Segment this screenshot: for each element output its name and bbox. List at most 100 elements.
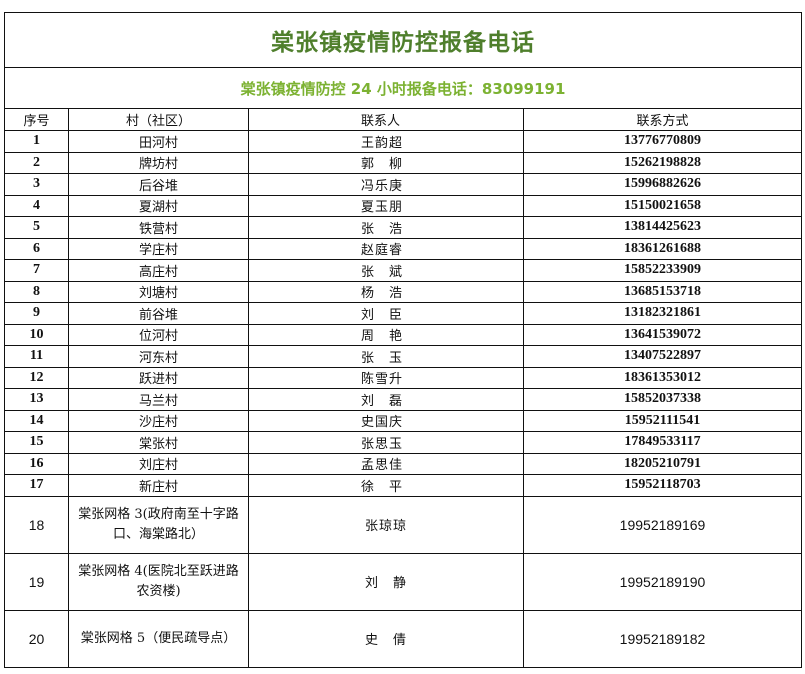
phone-number: 15150021658 [523, 194, 802, 217]
page-title: 棠张镇疫情防控报备电话 [4, 12, 802, 68]
hotline-subtitle: 棠张镇疫情防控 24 小时报备电话：83099191 [4, 67, 802, 109]
contact-name: 刘 静 [248, 552, 524, 611]
contact-name: 郭 柳 [248, 151, 524, 174]
phone-number: 19952189190 [523, 552, 802, 611]
village-name: 刘庄村 [68, 452, 249, 475]
table-row: 20 棠张网格 5（便民疏导点）史 倩 19952189182 [4, 609, 802, 668]
village-name: 夏湖村 [68, 194, 249, 217]
row-number: 14 [4, 409, 69, 432]
contact-name: 刘 磊 [248, 388, 524, 411]
header-phone: 联系方式 [523, 108, 802, 131]
table-row: 9 前谷堆刘 臣 13182321861 [4, 302, 802, 325]
phone-number: 13685153718 [523, 280, 802, 303]
row-number: 15 [4, 431, 69, 454]
table-row: 12 跃进村 陈雪升 18361353012 [4, 366, 802, 389]
table-row: 16 刘庄村 孟思佳 18205210791 [4, 452, 802, 475]
table-row: 8 刘塘村杨 浩 13685153718 [4, 280, 802, 303]
contact-name: 史 倩 [248, 609, 524, 668]
contact-name: 杨 浩 [248, 280, 524, 303]
village-name: 棠张网格 4(医院北至跃进路农资楼) [68, 552, 249, 611]
row-number: 7 [4, 259, 69, 282]
contact-table: 棠张镇疫情防控报备电话 棠张镇疫情防控 24 小时报备电话：83099191 序… [4, 12, 802, 668]
table-row: 6 学庄村 赵庭睿 18361261688 [4, 237, 802, 260]
table-row: 17 新庄村徐 平 15952118703 [4, 474, 802, 497]
village-name: 学庄村 [68, 237, 249, 260]
table-row: 10 位河村周 艳 13641539072 [4, 323, 802, 346]
phone-number: 15262198828 [523, 151, 802, 174]
table-row: 13 马兰村刘 磊 15852037338 [4, 388, 802, 411]
phone-number: 18361353012 [523, 366, 802, 389]
table-row: 18 棠张网格 3(政府南至十字路口、海棠路北） 张琼琼 19952189169 [4, 495, 802, 554]
phone-number: 13814425623 [523, 216, 802, 239]
phone-number: 13776770809 [523, 130, 802, 153]
contact-name: 张琼琼 [248, 495, 524, 554]
contact-name: 史国庆 [248, 409, 524, 432]
contact-name: 张 斌 [248, 259, 524, 282]
contact-name: 张思玉 [248, 431, 524, 454]
contact-name: 徐 平 [248, 474, 524, 497]
village-name: 新庄村 [68, 474, 249, 497]
table-row: 19 棠张网格 4(医院北至跃进路农资楼) 刘 静 19952189190 [4, 552, 802, 611]
phone-number: 15996882626 [523, 173, 802, 196]
table-row: 5 铁营村张 浩 13814425623 [4, 216, 802, 239]
row-number: 1 [4, 130, 69, 153]
phone-number: 13641539072 [523, 323, 802, 346]
village-name: 刘塘村 [68, 280, 249, 303]
contact-name: 王韵超 [248, 130, 524, 153]
village-name: 马兰村 [68, 388, 249, 411]
village-name: 沙庄村 [68, 409, 249, 432]
table-row: 11 河东村张 玉 13407522897 [4, 345, 802, 368]
row-number: 5 [4, 216, 69, 239]
header-no: 序号 [4, 108, 69, 131]
header-contact: 联系人 [248, 108, 524, 131]
row-number: 12 [4, 366, 69, 389]
village-name: 田河村 [68, 130, 249, 153]
village-name: 牌坊村 [68, 151, 249, 174]
contact-name: 孟思佳 [248, 452, 524, 475]
village-name: 河东村 [68, 345, 249, 368]
row-number: 19 [4, 552, 69, 611]
phone-number: 13407522897 [523, 345, 802, 368]
row-number: 8 [4, 280, 69, 303]
table-row: 3 后谷堆 冯乐庚 15996882626 [4, 173, 802, 196]
village-name: 铁营村 [68, 216, 249, 239]
row-number: 11 [4, 345, 69, 368]
row-number: 18 [4, 495, 69, 554]
village-name: 棠张网格 3(政府南至十字路口、海棠路北） [68, 495, 249, 554]
row-number: 2 [4, 151, 69, 174]
table-row: 2 牌坊村郭 柳 15262198828 [4, 151, 802, 174]
table-header: 序号 村（社区） 联系人 联系方式 [4, 108, 802, 131]
contact-name: 周 艳 [248, 323, 524, 346]
village-name: 棠张村 [68, 431, 249, 454]
phone-number: 15952111541 [523, 409, 802, 432]
contact-name: 夏玉朋 [248, 194, 524, 217]
phone-number: 13182321861 [523, 302, 802, 325]
row-number: 4 [4, 194, 69, 217]
header-village: 村（社区） [68, 108, 249, 131]
table-row: 14 沙庄村 史国庆 15952111541 [4, 409, 802, 432]
row-number: 10 [4, 323, 69, 346]
row-number: 17 [4, 474, 69, 497]
village-name: 高庄村 [68, 259, 249, 282]
village-name: 前谷堆 [68, 302, 249, 325]
contact-name: 张 浩 [248, 216, 524, 239]
contact-name: 张 玉 [248, 345, 524, 368]
phone-number: 19952189182 [523, 609, 802, 668]
contact-name: 赵庭睿 [248, 237, 524, 260]
row-number: 20 [4, 609, 69, 668]
contact-name: 冯乐庚 [248, 173, 524, 196]
village-name: 后谷堆 [68, 173, 249, 196]
contact-name: 刘 臣 [248, 302, 524, 325]
table-row: 1 田河村 王韵超 13776770809 [4, 130, 802, 153]
village-name: 跃进村 [68, 366, 249, 389]
village-name: 棠张网格 5（便民疏导点） [68, 609, 249, 668]
phone-number: 15852037338 [523, 388, 802, 411]
phone-number: 15952118703 [523, 474, 802, 497]
phone-number: 18205210791 [523, 452, 802, 475]
village-name: 位河村 [68, 323, 249, 346]
table-row: 7 高庄村张 斌 15852233909 [4, 259, 802, 282]
table-row: 15 棠张村 张思玉 17849533117 [4, 431, 802, 454]
phone-number: 17849533117 [523, 431, 802, 454]
table-row: 4 夏湖村 夏玉朋 15150021658 [4, 194, 802, 217]
row-number: 9 [4, 302, 69, 325]
